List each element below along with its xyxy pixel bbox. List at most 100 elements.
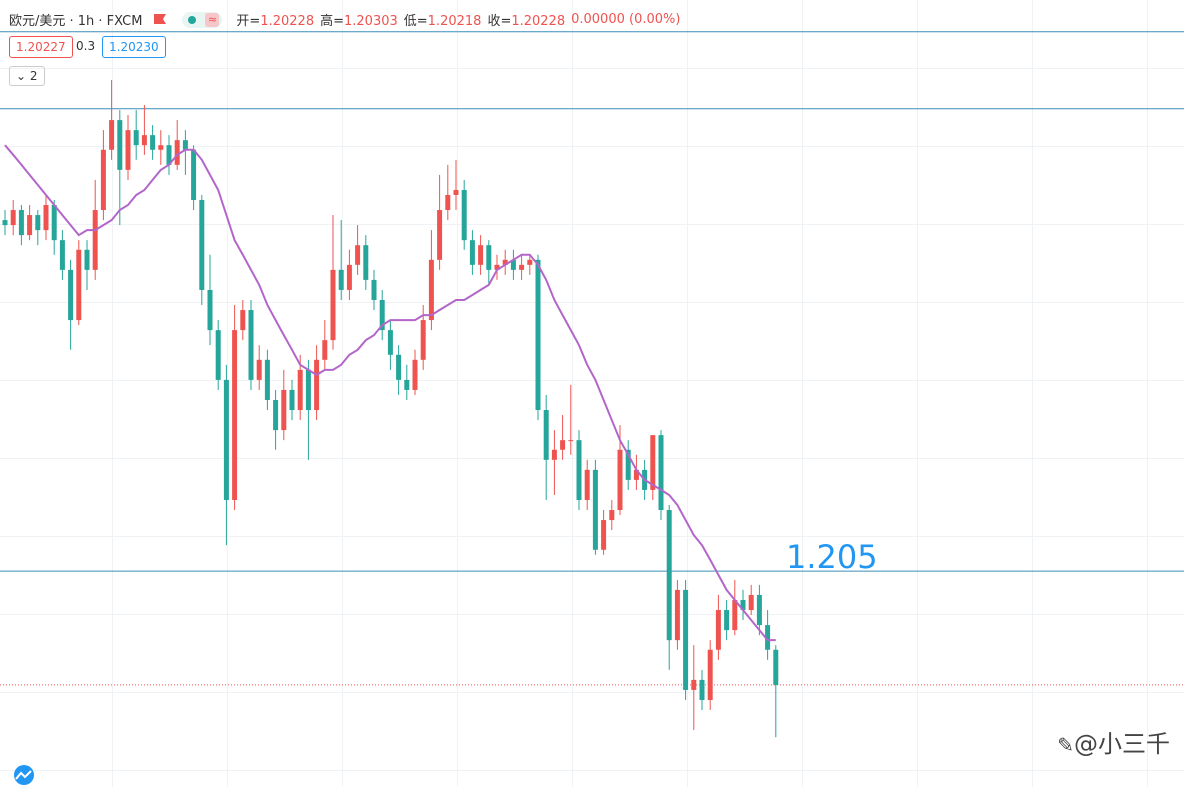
candle-body: [305, 369, 311, 411]
candle-body: [461, 189, 467, 241]
candle-body: [576, 440, 582, 500]
candle-body: [658, 435, 664, 511]
candle-body: [699, 679, 705, 700]
candle-body: [109, 120, 115, 150]
candle-body: [404, 379, 410, 390]
candle-body: [2, 220, 8, 226]
candle-body: [387, 330, 393, 355]
candle-body: [748, 594, 754, 611]
ohlc-label: 高=: [320, 14, 344, 29]
candle-body: [264, 359, 270, 400]
candle-body: [256, 359, 262, 380]
candle-body: [158, 145, 164, 150]
candle-body: [355, 245, 361, 265]
candle-body: [27, 215, 33, 236]
candle-body: [765, 625, 771, 650]
candle-body: [92, 210, 98, 270]
watermark-text: @小三千: [1074, 730, 1170, 758]
candle-body: [478, 245, 484, 265]
candle-body: [76, 249, 82, 321]
candle-body: [207, 289, 213, 331]
candle-body: [141, 135, 147, 146]
candle-body: [117, 120, 123, 170]
candle-body: [59, 240, 65, 270]
candle-body: [428, 259, 434, 321]
candle-body: [330, 269, 336, 341]
candle-body: [724, 610, 730, 631]
ohlc-value: 1.20218: [427, 14, 482, 29]
candle-body: [740, 599, 746, 611]
candle-body: [215, 330, 221, 380]
candle-body: [437, 210, 443, 260]
candle-body: [486, 245, 492, 270]
candle-body: [650, 435, 656, 490]
candle-body: [715, 610, 721, 650]
spread: 0.3: [76, 39, 96, 53]
candle-body: [666, 510, 672, 641]
candle-body: [674, 589, 680, 641]
candle-body: [691, 679, 697, 690]
candle-body: [445, 194, 451, 211]
candle-body: [84, 249, 90, 270]
candle-body: [133, 130, 139, 146]
candle-body: [281, 389, 287, 431]
candle-body: [125, 130, 131, 170]
watermark: ✎@小三千: [1057, 730, 1170, 758]
candle-body: [543, 410, 549, 460]
candle-body: [510, 259, 516, 270]
candle-body: [199, 199, 205, 290]
logo: [14, 765, 34, 785]
candle-body: [617, 449, 623, 511]
indicator-toggle[interactable]: ⌄ 2: [9, 66, 45, 86]
ohlc-label: 开=: [236, 14, 261, 29]
candle-body: [68, 269, 74, 321]
candle-body: [338, 269, 344, 290]
flag-icon: [154, 13, 167, 24]
candle-body: [182, 140, 188, 150]
moving-average: [4, 144, 776, 642]
candle-body: [592, 469, 598, 550]
candle-body: [346, 264, 352, 290]
candle-body: [35, 215, 41, 231]
candle-body: [289, 389, 295, 411]
candle-body: [683, 589, 689, 690]
candle-body: [633, 469, 639, 480]
candle-body: [191, 149, 197, 200]
ohlc-value: 1.20228: [511, 14, 566, 29]
candle-body: [568, 440, 574, 442]
candle-body: [18, 210, 24, 236]
candle-body: [322, 340, 328, 360]
candle-body: [773, 649, 779, 685]
candle-body: [756, 594, 762, 626]
candle-body: [166, 145, 172, 165]
candle-body: [601, 520, 607, 550]
candle-body: [502, 259, 508, 265]
candle-body: [223, 379, 229, 500]
candle-body: [174, 140, 180, 165]
candle-body: [396, 354, 402, 380]
candle-body: [297, 369, 303, 411]
candle-body: [314, 359, 320, 411]
candle-body: [10, 210, 16, 226]
line-label: 1.205: [786, 538, 878, 576]
candle-body: [535, 259, 541, 411]
candle-body: [150, 135, 156, 150]
ask-box[interactable]: 1.20230: [102, 36, 166, 58]
candle-body: [453, 189, 459, 195]
bid-box[interactable]: 1.20227: [9, 36, 73, 58]
candle-body: [240, 310, 246, 331]
ohlc-label: 收=: [487, 14, 512, 29]
candle-body: [273, 399, 279, 431]
candle-body: [100, 149, 106, 211]
ohlc-value: 1.20228: [260, 14, 315, 29]
candle-body: [420, 320, 426, 360]
ohlc-value: 1.20303: [344, 14, 398, 29]
candle-body: [363, 245, 369, 280]
indicator-count: 2: [29, 69, 38, 83]
ohlc-values: 开=1.20228 高=1.20303 低=1.20218 收=1.20228: [236, 10, 571, 29]
candle-body: [707, 649, 713, 700]
candle-body: [560, 440, 566, 450]
candle-body: [43, 205, 49, 231]
status-badge[interactable]: ≈: [182, 11, 223, 28]
